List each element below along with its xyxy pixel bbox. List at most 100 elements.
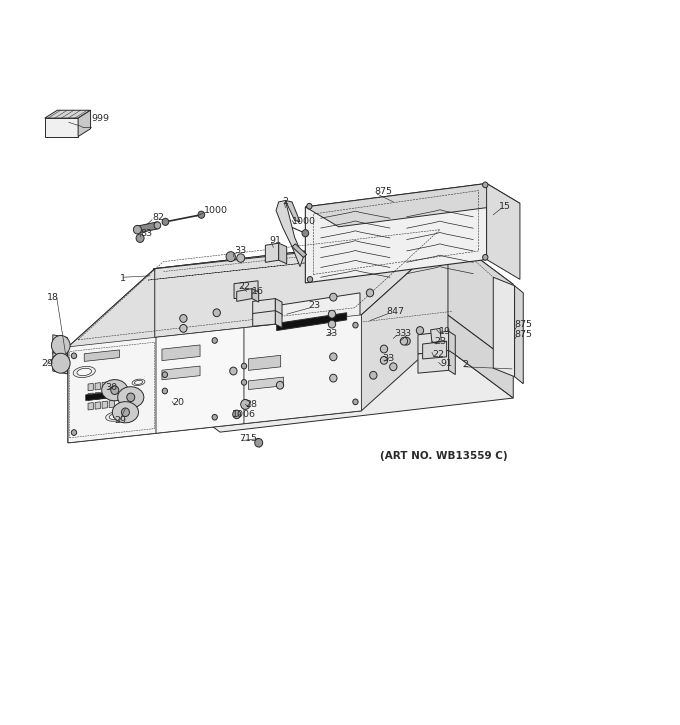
Text: 28: 28 (245, 400, 257, 409)
Polygon shape (267, 293, 360, 343)
Circle shape (380, 357, 388, 364)
Polygon shape (244, 315, 361, 423)
Polygon shape (265, 243, 279, 262)
Circle shape (212, 415, 218, 420)
Text: 22: 22 (239, 282, 251, 291)
Text: 33: 33 (383, 355, 395, 363)
Polygon shape (102, 382, 107, 389)
Circle shape (226, 252, 235, 262)
Polygon shape (154, 235, 447, 348)
Circle shape (276, 381, 284, 389)
Circle shape (111, 386, 119, 394)
Polygon shape (253, 299, 275, 314)
Circle shape (307, 203, 312, 209)
Text: (ART NO. WB13559 C): (ART NO. WB13559 C) (380, 451, 507, 461)
Polygon shape (418, 331, 449, 354)
Text: 30: 30 (105, 383, 117, 392)
Polygon shape (487, 183, 520, 279)
Polygon shape (447, 235, 513, 364)
Circle shape (330, 293, 337, 301)
Polygon shape (234, 281, 258, 299)
Polygon shape (275, 299, 282, 315)
Polygon shape (248, 377, 284, 389)
Circle shape (233, 410, 241, 418)
Polygon shape (45, 110, 90, 118)
Polygon shape (84, 350, 120, 362)
Polygon shape (305, 183, 487, 283)
Text: 83: 83 (141, 229, 153, 239)
Circle shape (52, 336, 70, 355)
Circle shape (241, 363, 247, 369)
Polygon shape (112, 402, 139, 423)
Circle shape (237, 254, 245, 262)
Polygon shape (447, 314, 513, 398)
Text: 875: 875 (515, 330, 532, 339)
Circle shape (212, 338, 218, 344)
Circle shape (126, 393, 135, 402)
Circle shape (163, 372, 167, 378)
Polygon shape (162, 345, 200, 360)
Text: 2: 2 (462, 360, 468, 369)
Polygon shape (78, 110, 90, 136)
Circle shape (367, 289, 373, 297)
Text: 33: 33 (234, 247, 246, 255)
Polygon shape (88, 393, 93, 400)
Polygon shape (109, 400, 114, 407)
Polygon shape (449, 350, 456, 375)
Polygon shape (114, 415, 117, 418)
Polygon shape (109, 381, 114, 389)
Polygon shape (156, 328, 244, 434)
Text: 20: 20 (172, 399, 184, 407)
Text: 23: 23 (308, 301, 320, 310)
Polygon shape (418, 350, 449, 373)
Polygon shape (102, 380, 128, 401)
Circle shape (180, 315, 187, 323)
Polygon shape (237, 289, 252, 302)
Polygon shape (154, 314, 447, 382)
Polygon shape (361, 237, 448, 411)
Polygon shape (305, 183, 520, 227)
Circle shape (122, 408, 129, 416)
Circle shape (328, 320, 336, 328)
Circle shape (154, 222, 160, 229)
Polygon shape (162, 366, 200, 380)
Circle shape (162, 218, 169, 225)
Circle shape (52, 353, 70, 373)
Polygon shape (275, 310, 282, 328)
Text: 29: 29 (41, 359, 54, 368)
Polygon shape (292, 244, 307, 257)
Polygon shape (53, 335, 67, 356)
Circle shape (163, 388, 167, 394)
Polygon shape (279, 243, 287, 264)
Polygon shape (102, 401, 107, 408)
Circle shape (416, 327, 424, 334)
Polygon shape (137, 222, 157, 233)
Polygon shape (73, 366, 95, 378)
Text: 1000: 1000 (292, 218, 316, 226)
Polygon shape (515, 286, 524, 384)
Polygon shape (449, 331, 456, 355)
Polygon shape (68, 337, 156, 443)
Circle shape (330, 353, 337, 361)
Text: 16: 16 (252, 287, 264, 296)
Text: 715: 715 (239, 434, 257, 443)
Polygon shape (423, 341, 447, 359)
Circle shape (136, 234, 144, 242)
Circle shape (401, 337, 407, 345)
Polygon shape (132, 379, 145, 386)
Circle shape (198, 211, 205, 218)
Polygon shape (53, 352, 67, 374)
Text: 1000: 1000 (204, 206, 228, 215)
Polygon shape (86, 391, 121, 401)
Text: 82: 82 (152, 213, 164, 222)
Text: 875: 875 (515, 320, 532, 329)
Polygon shape (154, 235, 513, 318)
Text: 847: 847 (387, 307, 405, 316)
Text: 22: 22 (432, 350, 444, 359)
Circle shape (241, 379, 247, 385)
Circle shape (230, 367, 237, 375)
Polygon shape (102, 392, 107, 399)
Polygon shape (68, 269, 155, 443)
Polygon shape (105, 412, 124, 421)
Polygon shape (77, 368, 92, 376)
